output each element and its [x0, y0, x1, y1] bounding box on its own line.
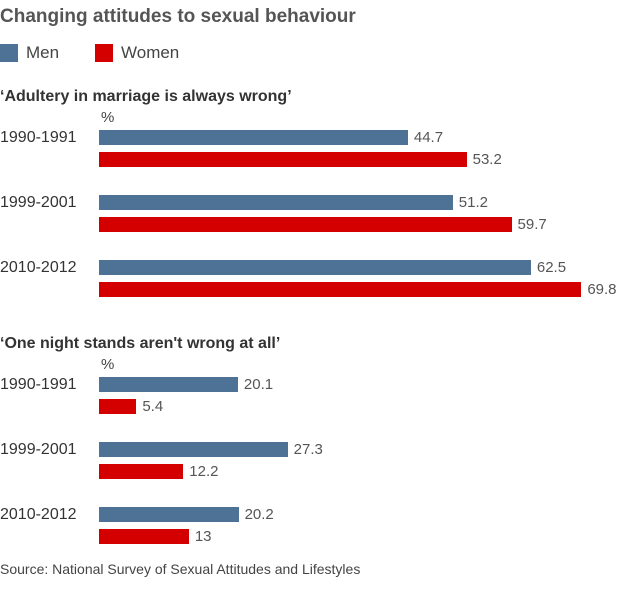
legend-swatch-women	[95, 44, 113, 62]
panel-title: ‘Adultery in marriage is always wrong’	[0, 88, 292, 105]
data-label: 59.7	[517, 216, 547, 233]
data-label: 44.7	[413, 129, 444, 146]
unit-label: %	[101, 109, 115, 126]
source-note: Source: National Survey of Sexual Attitu…	[0, 561, 361, 577]
bar-men	[99, 130, 408, 145]
data-label: 51.2	[458, 194, 488, 211]
category-label: 1990-1991	[0, 129, 77, 146]
data-label: 53.2	[472, 151, 502, 168]
data-label: 27.3	[293, 441, 323, 458]
legend-item-women: Women	[95, 42, 179, 64]
category-label: 1990-1991	[0, 376, 77, 393]
data-label: 12.2	[189, 463, 219, 480]
category-label: 2010-2012	[0, 506, 77, 523]
data-label: 13	[194, 528, 212, 545]
data-label: 20.1	[243, 376, 274, 393]
bar-men	[99, 260, 531, 275]
unit-label: %	[101, 356, 115, 373]
legend-swatch-men	[0, 44, 18, 62]
legend-label-women: Women	[121, 43, 180, 62]
category-label: 1999-2001	[0, 441, 77, 458]
panel-title: ‘One night stands aren't wrong at all’	[0, 335, 281, 352]
data-label: 20.2	[244, 506, 274, 523]
bar-women	[99, 152, 467, 167]
category-label: 1999-2001	[0, 194, 77, 211]
chart-title: Changing attitudes to sexual behaviour	[0, 6, 356, 27]
bar-women	[99, 399, 137, 414]
bar-men	[99, 442, 288, 457]
bar-men	[99, 377, 238, 392]
data-label: 62.5	[536, 259, 567, 276]
bar-women	[99, 217, 512, 232]
bar-women	[99, 464, 184, 479]
data-label: 69.8	[587, 281, 617, 298]
legend-label-men: Men	[26, 43, 60, 62]
data-label: 5.4	[142, 398, 164, 415]
legend-item-men: Men	[0, 42, 59, 64]
category-label: 2010-2012	[0, 259, 77, 276]
bar-men	[99, 195, 453, 210]
bar-women	[99, 282, 582, 297]
bar-men	[99, 507, 239, 522]
bar-women	[99, 529, 189, 544]
